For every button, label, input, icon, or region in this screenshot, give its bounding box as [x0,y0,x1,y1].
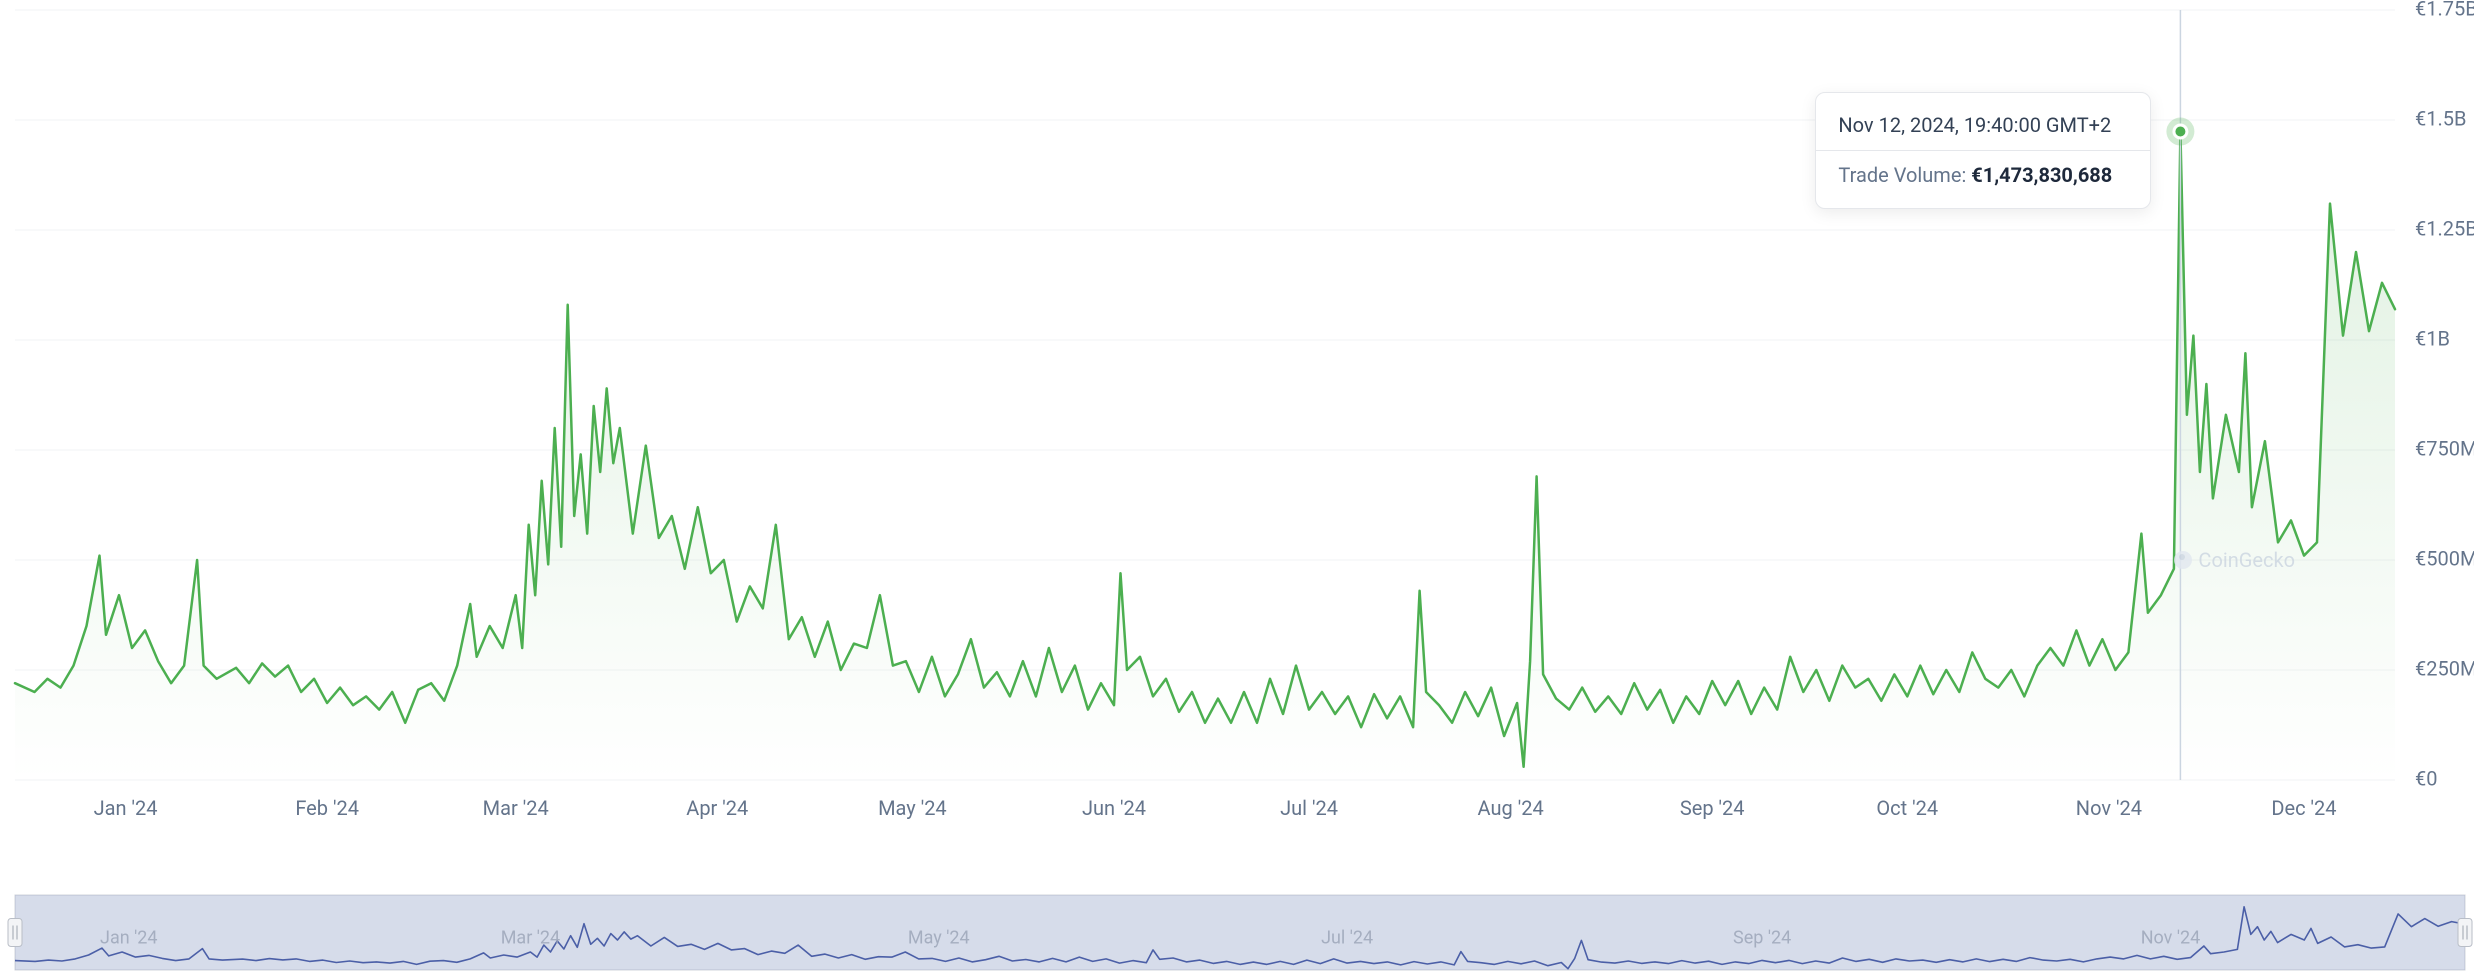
x-axis-label: Sep '24 [1680,796,1745,820]
navigator-tick-label: Sep '24 [1733,927,1791,948]
hover-tooltip: Nov 12, 2024, 19:40:00 GMT+2 Trade Volum… [1815,92,2151,209]
y-axis-label: €500M [2415,546,2474,570]
navigator-tick-label: Mar '24 [501,927,560,948]
x-axis-label: Jul '24 [1280,796,1338,820]
y-axis-label: €750M [2415,436,2474,460]
x-axis-label: Oct '24 [1876,796,1938,820]
y-axis-label: €1.75B [2415,0,2474,20]
y-axis-label: €1B [2415,326,2450,350]
coingecko-icon [2174,551,2192,569]
trade-volume-chart: €0 €250M €500M €750M €1B €1.25B €1.5B €1.75B Jan… [0,0,2474,976]
x-axis-label: May '24 [878,796,947,820]
navigator-tick-label: May '24 [908,927,970,948]
x-axis-label: Jun '24 [1082,796,1146,820]
y-axis-label: €0 [2415,766,2437,790]
y-axis-label: €1.25B [2415,216,2474,240]
x-axis-label: Nov '24 [2076,796,2142,820]
x-axis-label: Dec '24 [2271,796,2336,820]
navigator-tick-label: Jul '24 [1321,927,1373,948]
navigator-handle-left[interactable] [8,919,22,947]
x-axis-label: Apr '24 [686,796,748,820]
navigator-handle-right[interactable] [2458,919,2472,947]
x-axis-label: Jan '24 [94,796,158,820]
watermark-text: CoinGecko [2198,548,2295,572]
x-axis-label: Feb '24 [295,796,359,820]
tooltip-value: €1,473,830,688 [1971,163,2112,187]
navigator-tick-label: Nov '24 [2141,927,2201,948]
x-axis-label: Aug '24 [1478,796,1544,820]
y-axis-label: €1.5B [2415,106,2466,130]
y-axis-label: €250M [2415,656,2474,680]
tooltip-date: Nov 12, 2024, 19:40:00 GMT+2 [1838,111,2128,140]
x-axis-label: Mar '24 [483,796,549,820]
watermark: CoinGecko [2174,548,2295,572]
range-navigator[interactable]: Jan '24 Mar '24 May '24 Jul '24 Sep '24 Nov '… [8,895,2472,970]
tooltip-metric-label: Trade Volume: [1838,163,1971,187]
tooltip-divider [1816,150,2150,151]
navigator-tick-label: Jan '24 [100,927,158,948]
